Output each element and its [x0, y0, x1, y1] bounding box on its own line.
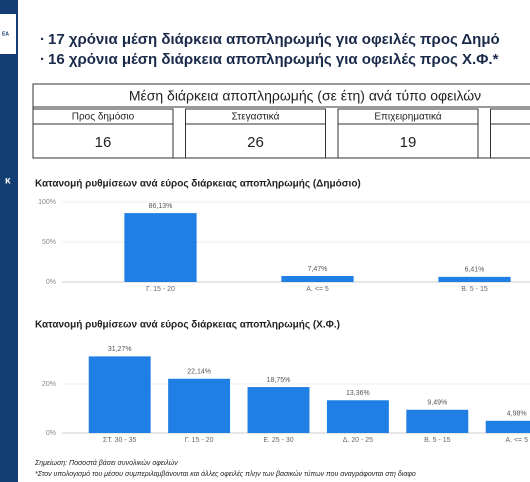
data-label: 31,27%	[108, 346, 132, 353]
x-tick-label: Ε. 25 - 30	[263, 437, 293, 444]
x-tick-label: Γ. 15 - 20	[185, 437, 214, 444]
table-columns: Προς δημόσιο 16 Στεγαστικά 26 Επιχειρηματικά…	[32, 108, 530, 158]
data-label: 18,75%	[267, 377, 291, 384]
column-label: Προς δημόσιο	[72, 111, 135, 123]
x-tick-label: Α. <= 5	[505, 437, 528, 444]
data-label: 22,14%	[187, 369, 211, 376]
headline: 16 χρόνια μέση διάρκεια αποπληρωμής για …	[48, 51, 499, 68]
charts: 0% 50% 100% Γ. 15 - 20 86,13% Α. <= 5 7,47% Β. …	[38, 199, 530, 444]
table-title: Μέση διάρκεια αποπληρωμής (σε έτη) ανά τ…	[129, 88, 481, 104]
y-tick-label: 0%	[46, 279, 56, 286]
x-tick-label: Β. 5 - 15	[461, 286, 488, 293]
column-label: Στεγαστικά	[232, 111, 280, 123]
data-label: 13,36%	[346, 390, 370, 397]
data-label: 9,49%	[427, 400, 447, 407]
x-tick-label: ΣΤ. 30 - 35	[103, 437, 137, 444]
data-label: 6,41%	[465, 267, 485, 274]
x-tick-label: Β. 5 - 15	[424, 437, 451, 444]
bar	[88, 356, 151, 433]
column-value: 26	[247, 134, 264, 151]
note: Σημείωση: Ποσοστά βάσει συνολικών οφειλώ…	[34, 459, 178, 467]
data-label: 4,98%	[507, 411, 527, 418]
chart-title: Κατανομή ρυθμίσεων ανά εύρος διάρκειας α…	[35, 179, 361, 190]
bar	[326, 400, 389, 433]
x-tick-label: Γ. 15 - 20	[146, 286, 175, 293]
bar	[281, 276, 354, 282]
note: *Στον υπολογισμό του μέσου συμπεριλαμβάν…	[35, 470, 416, 478]
x-tick-label: Δ. 20 - 25	[343, 437, 373, 444]
bar	[168, 378, 231, 433]
sidebar	[0, 0, 18, 482]
y-tick-label: 50%	[42, 239, 56, 246]
x-tick-label: Α. <= 5	[306, 286, 329, 293]
data-label: 7,47%	[308, 266, 328, 273]
column-header-box	[185, 108, 326, 125]
sidebar-logo	[0, 14, 16, 54]
bar	[247, 387, 310, 433]
bar	[485, 420, 530, 433]
bullet: ·	[40, 51, 45, 68]
logo-text: ΕΑ	[2, 31, 9, 37]
bullet: ·	[40, 31, 45, 48]
data-label: 86,13%	[149, 203, 173, 210]
column-header-box	[337, 108, 479, 125]
column-header-box	[32, 108, 174, 125]
headline: 17 χρόνια μέση διάρκεια αποπληρωμής για …	[48, 31, 500, 48]
bar	[406, 409, 469, 433]
chart-title: Κατανομή ρυθμίσεων ανά εύρος διάρκειας α…	[35, 320, 340, 331]
column-label: Επιχειρηματικά	[374, 111, 442, 123]
y-tick-label: 0%	[46, 430, 56, 437]
y-tick-label: 100%	[38, 199, 56, 206]
column-value: 19	[400, 134, 417, 151]
column-value: 16	[95, 134, 112, 151]
column-header-box	[490, 108, 530, 125]
sidebar-fragment: κ	[5, 176, 11, 187]
bar	[124, 213, 197, 282]
bar	[438, 276, 511, 282]
y-tick-label: 20%	[42, 381, 56, 388]
